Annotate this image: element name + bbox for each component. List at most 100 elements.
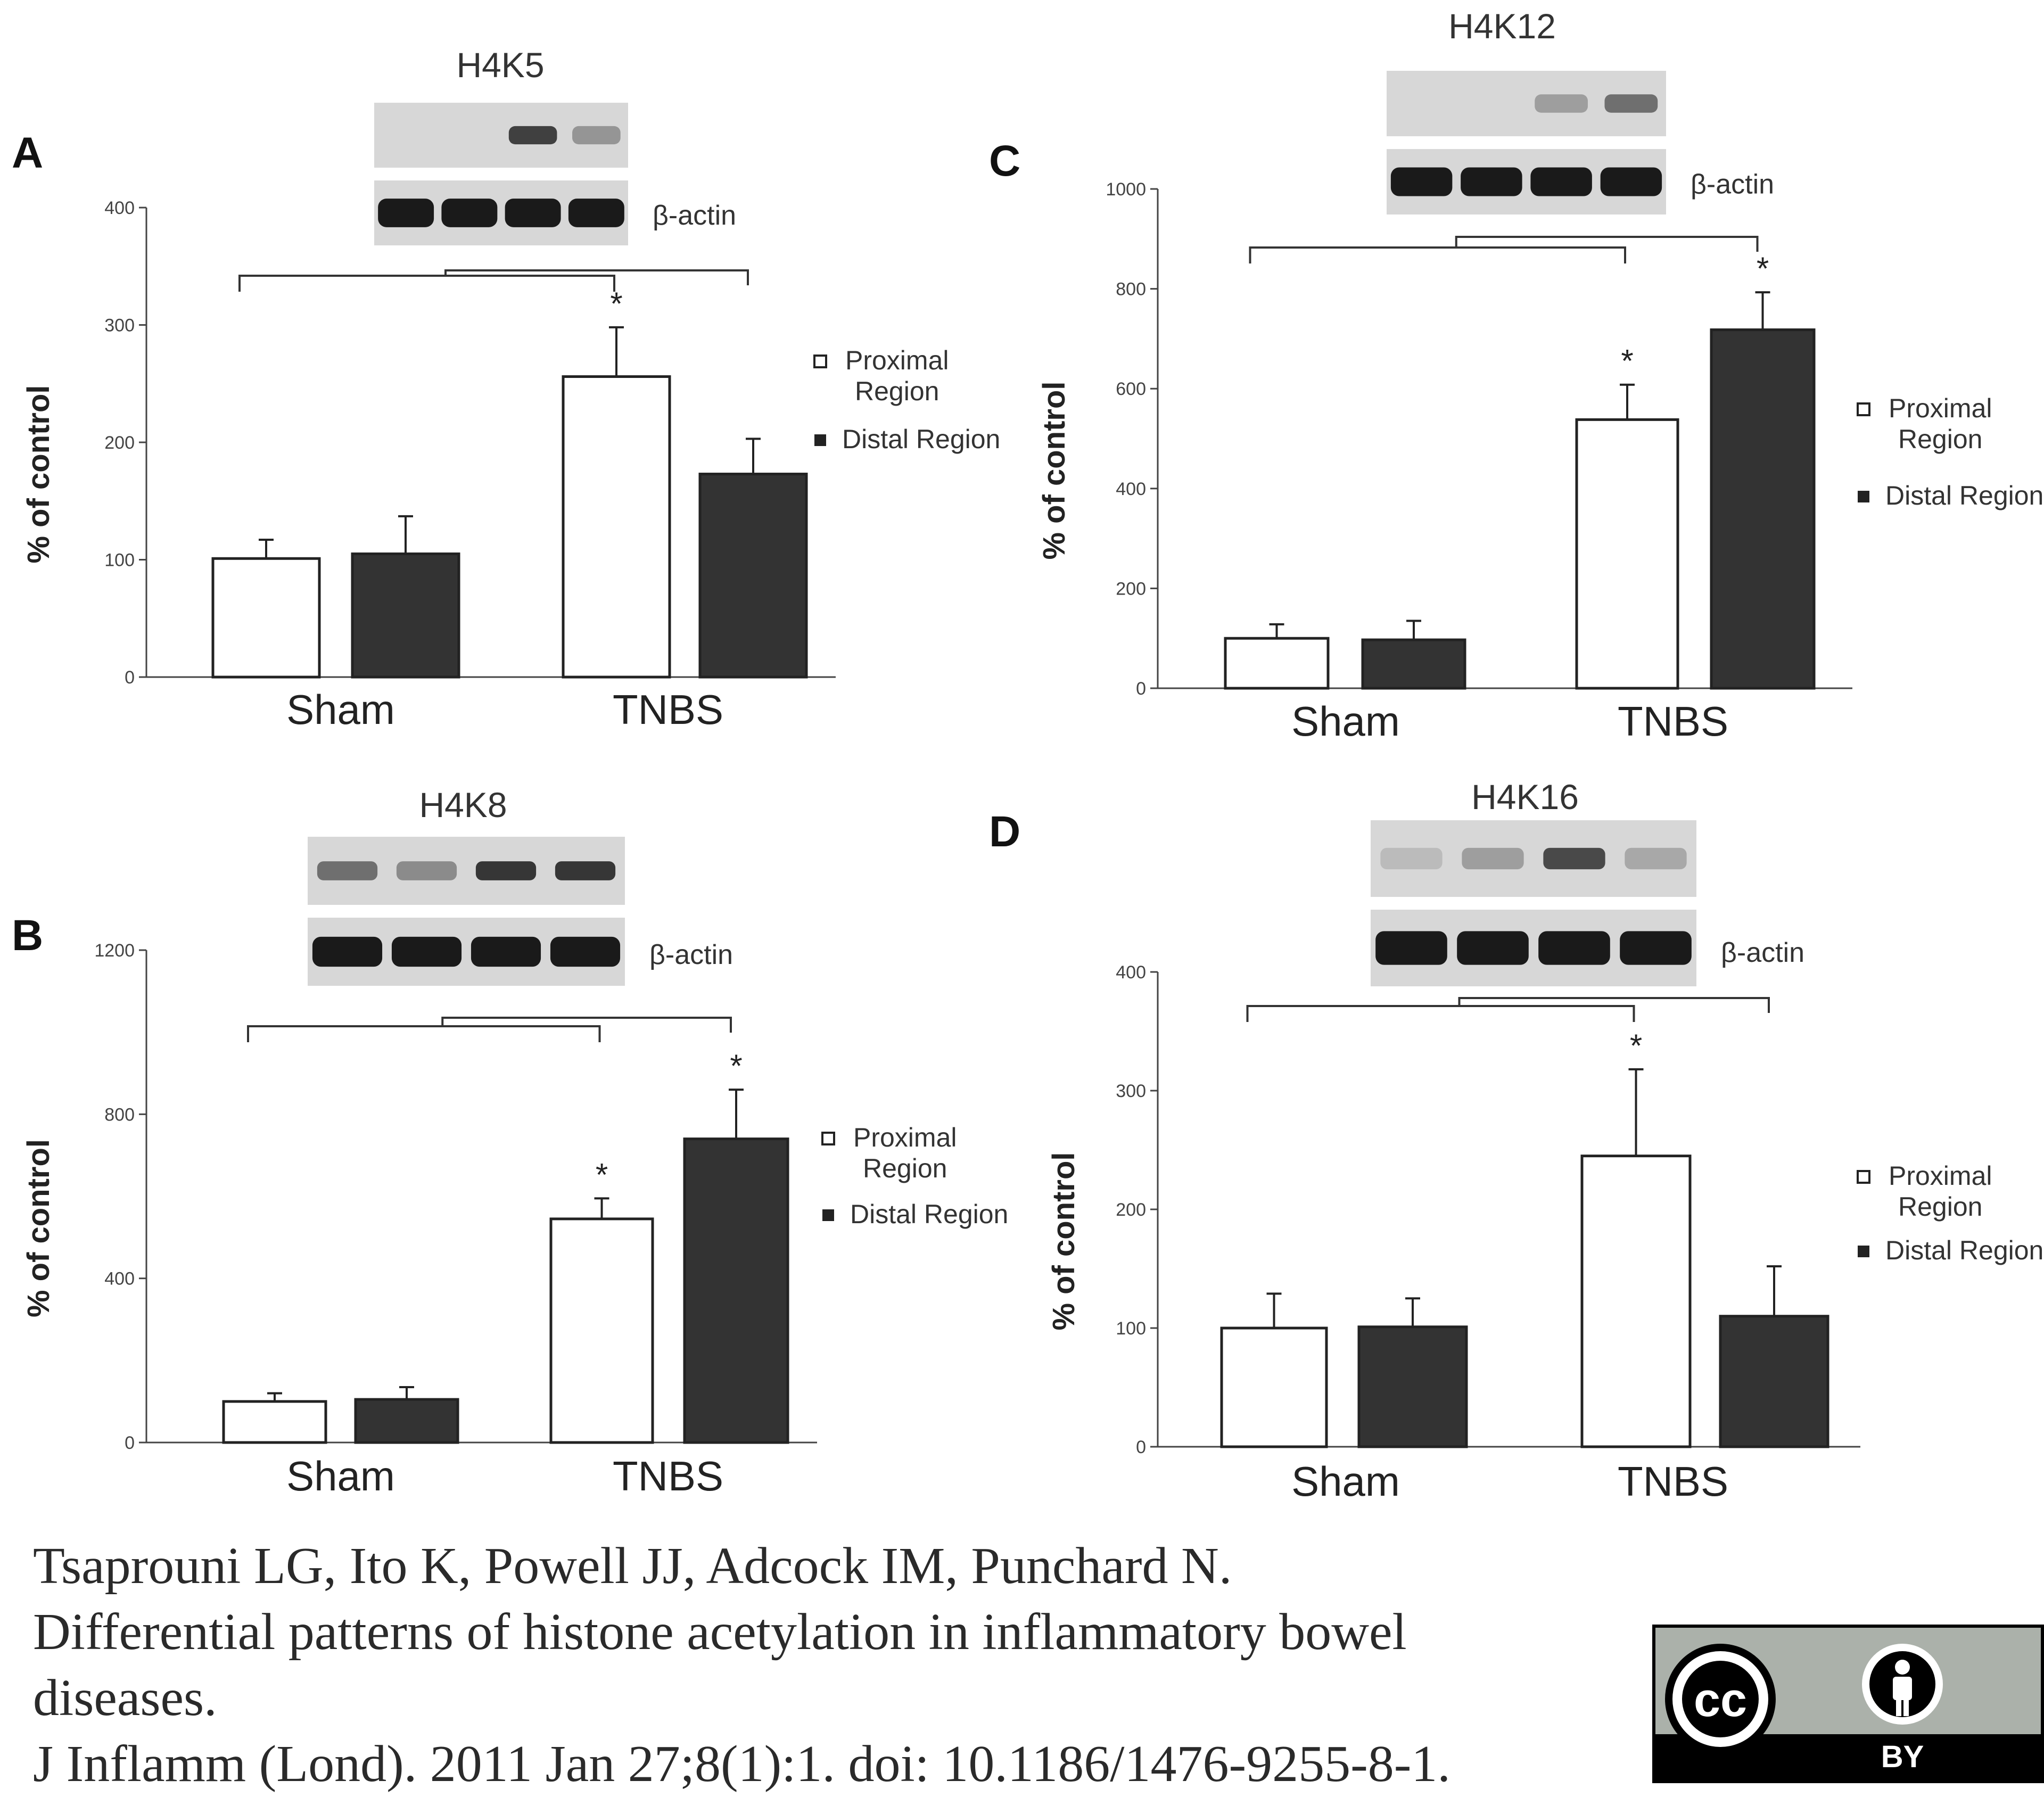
actin-band	[1620, 931, 1692, 965]
acetyl-band	[396, 861, 457, 880]
y-tick-label: 0	[1136, 679, 1146, 699]
y-tick-label: 400	[104, 1269, 135, 1289]
legend-swatch-distal	[814, 434, 826, 446]
bar-distal	[1719, 1315, 1829, 1448]
significance-star: *	[610, 286, 622, 322]
legend-label-proximal-line2: Region	[855, 376, 939, 406]
panel-letter: B	[12, 911, 43, 960]
comparison-bracket	[441, 1017, 732, 1033]
western-blot: β-actin	[308, 837, 733, 986]
acetyl-band	[1535, 94, 1588, 113]
actin-band	[1457, 931, 1529, 965]
actin-band	[1538, 931, 1610, 965]
legend-swatch-distal	[822, 1209, 834, 1221]
bar-distal	[354, 1398, 459, 1444]
comparison-bracket	[1458, 997, 1770, 1013]
citation-authors: Tsaprouni LG, Ito K, Powell JJ, Adcock I…	[33, 1537, 1232, 1595]
bar-proximal	[1580, 1155, 1692, 1448]
actin-band	[312, 936, 383, 967]
bar-proximal	[222, 1400, 327, 1444]
x-category-label: TNBS	[613, 1453, 723, 1499]
acetyl-band	[475, 861, 537, 880]
panel-c: C H4K12 β-actin 0 200 400 600 800 1000 % of contr…	[989, 6, 2043, 745]
panel-letter: A	[12, 129, 43, 177]
panel-title: H4K5	[456, 45, 544, 85]
y-tick-label: 0	[125, 1433, 135, 1453]
actin-band	[471, 936, 541, 967]
legend-label-distal: Distal Region	[850, 1199, 1008, 1229]
legend-label-proximal-line2: Region	[1898, 424, 1982, 454]
bar-distal	[683, 1137, 789, 1444]
comparison-bracket	[247, 1025, 601, 1042]
comparison-bracket	[1246, 1005, 1635, 1022]
acetyl-band	[572, 126, 621, 145]
acetyl-band	[1543, 847, 1605, 870]
comparison-bracket	[238, 275, 615, 292]
bar-distal	[1361, 638, 1466, 690]
comparison-bracket	[1249, 246, 1626, 263]
comparison-bracket	[444, 269, 749, 285]
y-tick-label: 800	[104, 1104, 135, 1125]
legend-label-distal: Distal Region	[1885, 1235, 2043, 1265]
legend-label-proximal: Proximal	[845, 345, 949, 375]
actin-band	[505, 199, 561, 227]
legend-label-proximal: Proximal	[1889, 1161, 1992, 1191]
y-tick-label: 200	[1116, 579, 1146, 599]
cc-mark: cc	[1694, 1674, 1747, 1727]
actin-band	[391, 936, 462, 967]
actin-band	[378, 199, 434, 227]
panel-d: D H4K16 β-actin 0 100 200 300 400 % of control * S…	[989, 777, 2043, 1505]
legend-swatch-distal	[1858, 1246, 1869, 1257]
bar-distal	[1710, 328, 1816, 690]
panel-title: H4K12	[1448, 6, 1556, 46]
actin-band	[1390, 167, 1453, 196]
y-tick-label: 1000	[1106, 179, 1146, 200]
blot-actin-label: β-actin	[1721, 937, 1804, 968]
x-category-label: TNBS	[613, 686, 723, 733]
actin-band	[1375, 931, 1447, 965]
blot-actin-label: β-actin	[649, 939, 733, 970]
panel-title: H4K8	[419, 785, 507, 825]
x-category-label: Sham	[286, 686, 395, 733]
legend-swatch-proximal	[1857, 1170, 1870, 1184]
y-tick-label: 800	[1116, 279, 1146, 300]
bar-proximal	[1224, 637, 1330, 690]
citation-reference: J Inflamm (Lond). 2011 Jan 27;8(1):1. do…	[33, 1735, 1450, 1793]
x-category-label: Sham	[286, 1453, 395, 1499]
panel-letter: C	[989, 137, 1020, 185]
blot-actin-label: β-actin	[1691, 169, 1774, 200]
y-tick-label: 300	[1116, 1081, 1146, 1101]
citation-title-line2: diseases.	[33, 1669, 217, 1727]
legend-label-distal: Distal Region	[842, 424, 1000, 454]
y-axis-label: % of control	[21, 1139, 56, 1317]
y-axis-label: % of control	[1046, 1152, 1081, 1330]
legend-label-distal: Distal Region	[1885, 481, 2043, 510]
blot-acetyl-strip	[1371, 820, 1696, 897]
x-category-label: Sham	[1291, 698, 1400, 745]
y-tick-label: 100	[104, 550, 135, 571]
y-tick-label: 300	[104, 316, 135, 336]
y-tick-label: 200	[1116, 1200, 1146, 1220]
acetyl-band	[317, 861, 378, 880]
bar-proximal	[549, 1217, 654, 1444]
panel-letter: D	[989, 807, 1020, 856]
bar-proximal	[211, 557, 321, 679]
legend-swatch-proximal	[1857, 402, 1870, 416]
bar-distal	[351, 552, 460, 679]
citation-title-line1: Differential patterns of histone acetyla…	[33, 1603, 1407, 1661]
legend-swatch-distal	[1858, 491, 1869, 502]
actin-band	[1600, 167, 1662, 196]
legend-swatch-proximal	[813, 355, 827, 368]
acetyl-band	[1625, 847, 1687, 870]
legend-label-proximal: Proximal	[1889, 393, 1992, 423]
y-tick-label: 600	[1116, 379, 1146, 399]
significance-star: *	[1757, 251, 1769, 286]
western-blot: β-actin	[1387, 71, 1774, 215]
significance-star: *	[1621, 343, 1633, 379]
actin-band	[1530, 167, 1592, 196]
